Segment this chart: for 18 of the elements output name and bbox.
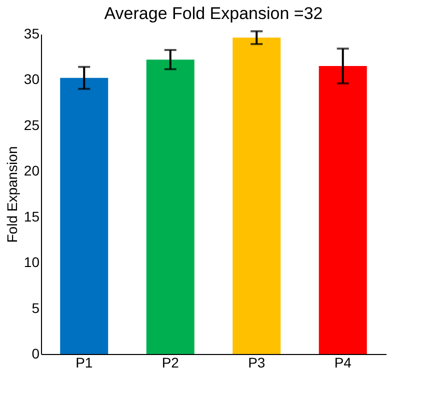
x-tick-label: P1	[76, 354, 93, 370]
bar	[232, 38, 281, 354]
bar	[146, 60, 194, 354]
y-tick-label: 35	[24, 26, 40, 42]
y-tick-label: 5	[32, 300, 40, 316]
y-tick-label: 25	[24, 116, 40, 133]
x-tick-label: P3	[248, 354, 266, 370]
y-axis-title: Fold Expansion	[4, 146, 20, 243]
y-tick-label: 30	[24, 71, 40, 88]
y-tick-label: 15	[24, 208, 40, 224]
chart-title: Average Fold Expansion =32	[104, 4, 323, 23]
y-tick-label: 20	[24, 162, 40, 179]
y-tick-label: 10	[24, 254, 40, 270]
y-tick-label: 0	[32, 346, 40, 362]
bar	[318, 66, 367, 354]
bar	[60, 78, 108, 354]
x-tick-label: P2	[162, 354, 180, 370]
x-tick-label: P4	[334, 354, 352, 370]
